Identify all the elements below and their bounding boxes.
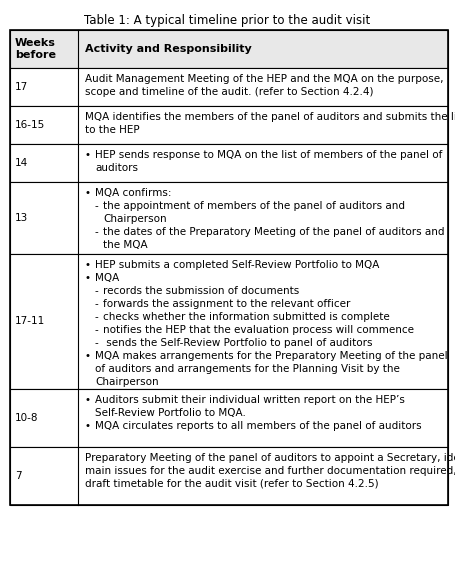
Text: MQA confirms:: MQA confirms: bbox=[95, 188, 172, 198]
Text: notifies the HEP that the evaluation process will commence: notifies the HEP that the evaluation pro… bbox=[103, 325, 414, 335]
Bar bbox=[10, 68, 448, 106]
Text: to the HEP: to the HEP bbox=[85, 125, 140, 135]
Text: auditors: auditors bbox=[95, 163, 138, 173]
Bar bbox=[10, 254, 448, 389]
Text: HEP sends response to MQA on the list of members of the panel of: HEP sends response to MQA on the list of… bbox=[95, 150, 442, 160]
Text: of auditors and arrangements for the Planning Visit by the: of auditors and arrangements for the Pla… bbox=[95, 364, 400, 374]
Text: the MQA: the MQA bbox=[103, 240, 147, 250]
Text: -: - bbox=[95, 325, 99, 335]
Bar bbox=[10, 30, 448, 505]
Text: MQA circulates reports to all members of the panel of auditors: MQA circulates reports to all members of… bbox=[95, 421, 421, 431]
Text: •: • bbox=[85, 150, 91, 160]
Text: Audit Management Meeting of the HEP and the MQA on the purpose,: Audit Management Meeting of the HEP and … bbox=[85, 74, 443, 84]
Text: MQA makes arrangements for the Preparatory Meeting of the panel: MQA makes arrangements for the Preparato… bbox=[95, 351, 448, 361]
Text: -: - bbox=[95, 338, 99, 348]
Text: checks whether the information submitted is complete: checks whether the information submitted… bbox=[103, 312, 389, 322]
Text: MQA identifies the members of the panel of auditors and submits the list: MQA identifies the members of the panel … bbox=[85, 112, 455, 122]
Text: 7: 7 bbox=[15, 471, 22, 481]
Text: -: - bbox=[95, 286, 99, 296]
Text: -: - bbox=[95, 201, 99, 211]
Bar bbox=[10, 144, 448, 182]
Text: the appointment of members of the panel of auditors and: the appointment of members of the panel … bbox=[103, 201, 405, 211]
Text: 14: 14 bbox=[15, 158, 28, 168]
Text: 13: 13 bbox=[15, 213, 28, 223]
Text: main issues for the audit exercise and further documentation required, and: main issues for the audit exercise and f… bbox=[85, 466, 455, 476]
Bar bbox=[10, 447, 448, 505]
Text: •: • bbox=[85, 421, 91, 431]
Text: sends the Self-Review Portfolio to panel of auditors: sends the Self-Review Portfolio to panel… bbox=[103, 338, 372, 348]
Text: forwards the assignment to the relevant officer: forwards the assignment to the relevant … bbox=[103, 299, 350, 309]
Text: the dates of the Preparatory Meeting of the panel of auditors and: the dates of the Preparatory Meeting of … bbox=[103, 227, 445, 237]
Bar bbox=[10, 182, 448, 254]
Text: -: - bbox=[95, 299, 99, 309]
Text: 17-11: 17-11 bbox=[15, 317, 45, 327]
Text: HEP submits a completed Self-Review Portfolio to MQA: HEP submits a completed Self-Review Port… bbox=[95, 260, 379, 270]
Text: -: - bbox=[95, 312, 99, 322]
Text: Preparatory Meeting of the panel of auditors to appoint a Secretary, identify: Preparatory Meeting of the panel of audi… bbox=[85, 453, 455, 463]
Bar bbox=[10, 106, 448, 144]
Text: records the submission of documents: records the submission of documents bbox=[103, 286, 299, 296]
Text: •: • bbox=[85, 273, 91, 283]
Text: 10-8: 10-8 bbox=[15, 413, 39, 423]
Text: •: • bbox=[85, 395, 91, 405]
Text: •: • bbox=[85, 260, 91, 270]
Text: MQA: MQA bbox=[95, 273, 119, 283]
Text: Chairperson: Chairperson bbox=[103, 214, 167, 224]
Bar bbox=[10, 389, 448, 447]
Text: Activity and Responsibility: Activity and Responsibility bbox=[85, 44, 252, 54]
Text: 16-15: 16-15 bbox=[15, 120, 45, 130]
Text: 17: 17 bbox=[15, 82, 28, 92]
Text: •: • bbox=[85, 351, 91, 361]
Text: •: • bbox=[85, 188, 91, 198]
Text: draft timetable for the audit visit (refer to Section 4.2.5): draft timetable for the audit visit (ref… bbox=[85, 479, 379, 489]
Text: -: - bbox=[95, 227, 99, 237]
Text: scope and timeline of the audit. (refer to Section 4.2.4): scope and timeline of the audit. (refer … bbox=[85, 87, 374, 97]
Text: Weeks
before: Weeks before bbox=[15, 38, 56, 60]
Text: Table 1: A typical timeline prior to the audit visit: Table 1: A typical timeline prior to the… bbox=[84, 14, 371, 27]
Bar bbox=[10, 30, 448, 68]
Text: Self-Review Portfolio to MQA.: Self-Review Portfolio to MQA. bbox=[95, 408, 246, 418]
Text: Auditors submit their individual written report on the HEP’s: Auditors submit their individual written… bbox=[95, 395, 405, 405]
Text: Chairperson: Chairperson bbox=[95, 377, 158, 387]
